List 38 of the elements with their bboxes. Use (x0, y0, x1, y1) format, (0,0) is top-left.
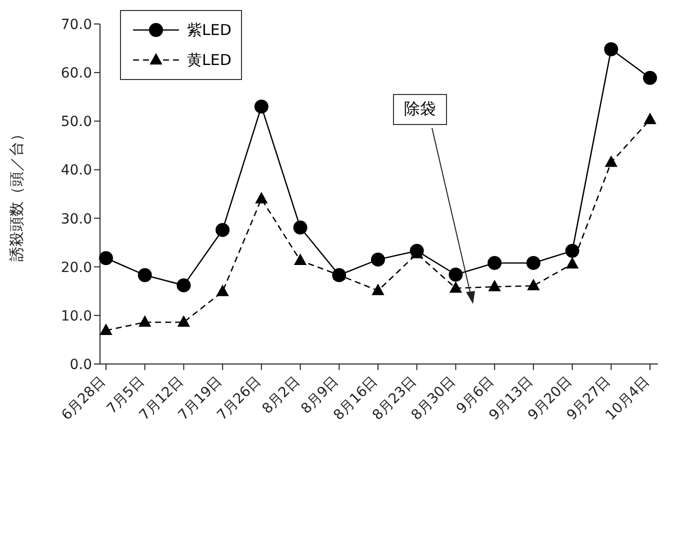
y-tick-label: 70.0 (60, 16, 92, 33)
point (254, 100, 268, 114)
point (372, 284, 384, 296)
point (526, 256, 540, 270)
y-tick-label: 40.0 (60, 162, 92, 179)
point (371, 252, 385, 267)
point (488, 256, 502, 270)
y-tick-label: 10.0 (60, 308, 92, 324)
point (565, 244, 580, 258)
point (216, 285, 229, 296)
point (450, 282, 462, 293)
point (178, 316, 190, 327)
legend-label: 紫LED (187, 20, 232, 40)
point (99, 251, 113, 266)
point (100, 324, 112, 335)
y-tick-label: 60.0 (60, 66, 92, 82)
point (488, 280, 501, 292)
point (448, 268, 463, 282)
point (138, 268, 152, 282)
point (566, 257, 578, 268)
point (527, 279, 540, 290)
point (643, 70, 657, 85)
point (644, 113, 656, 124)
y-axis-title: 誘殺頭数（頭／台） (7, 126, 26, 262)
legend-label: 黄LED (187, 50, 232, 70)
point (294, 254, 306, 266)
point (293, 220, 308, 235)
point (138, 316, 151, 327)
y-tick-label: 30.0 (60, 211, 92, 228)
point (176, 278, 191, 292)
point (255, 192, 268, 204)
point (216, 222, 230, 237)
point (604, 42, 618, 56)
y-tick-label: 50.0 (60, 114, 92, 130)
point (605, 156, 618, 167)
y-tick-label: 20.0 (60, 260, 92, 276)
annotation: 除袋 (393, 94, 447, 125)
y-tick-label: 0.0 (70, 356, 92, 373)
